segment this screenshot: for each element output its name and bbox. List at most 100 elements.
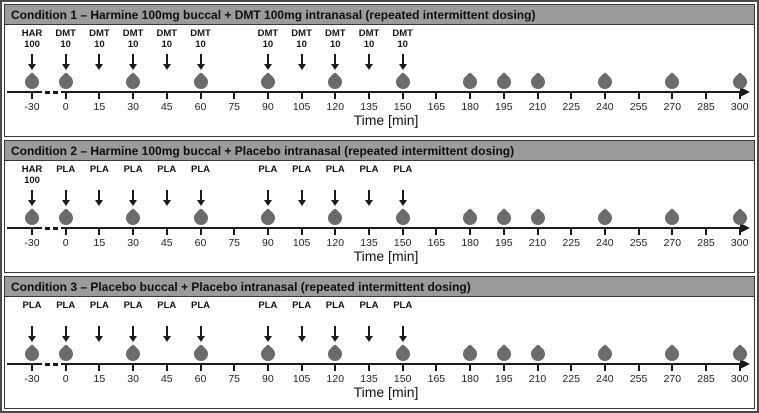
panel-3-content: -30 0 15 30 45 60 75 90 105 120 135 150 165 180 195 210… bbox=[5, 297, 754, 407]
dose-arrow-shaft bbox=[132, 326, 135, 336]
axis-tick-label: 45 bbox=[160, 101, 173, 113]
axis-tick bbox=[502, 365, 505, 371]
dose-arrow-icon bbox=[61, 54, 70, 70]
dose-label: DMT 10 bbox=[44, 28, 88, 50]
axis-tick-label: 0 bbox=[62, 373, 69, 385]
dose-arrow-shaft bbox=[266, 54, 269, 64]
axis-break-dash bbox=[53, 91, 58, 94]
sample-drop-icon bbox=[594, 344, 615, 364]
axis-tick-label: 15 bbox=[93, 237, 106, 249]
dose-arrow-head bbox=[196, 64, 205, 70]
dose-arrow-shaft bbox=[165, 326, 168, 336]
dose-label: PLA bbox=[246, 164, 290, 175]
dose-label-line: 10 bbox=[296, 39, 307, 50]
axis-tick bbox=[334, 229, 337, 235]
dose-label-line: 10 bbox=[60, 39, 71, 50]
axis-tick-label: 60 bbox=[194, 101, 207, 113]
dose-arrow-head bbox=[28, 200, 36, 206]
dose-label-line: PLA bbox=[393, 300, 413, 311]
sample-drop-icon bbox=[123, 72, 143, 92]
axis-break-dash bbox=[45, 227, 50, 230]
sample-drop-icon bbox=[190, 344, 211, 364]
sample-drop-icon bbox=[662, 208, 683, 228]
dose-arrow-shaft bbox=[132, 190, 135, 200]
dose-label: DMT 10 bbox=[280, 28, 324, 50]
axis-tick bbox=[31, 365, 33, 371]
dose-label-line: 10 bbox=[363, 39, 375, 50]
axis-tick bbox=[738, 365, 741, 371]
dose-label: PLA bbox=[77, 164, 121, 175]
axis-line-segment bbox=[61, 91, 742, 93]
dose-arrow-head bbox=[95, 336, 104, 342]
dose-arrow-icon bbox=[331, 54, 340, 70]
dose-arrow-shaft bbox=[98, 54, 101, 64]
axis-tick-label: 270 bbox=[663, 373, 682, 385]
dose-label: PLA bbox=[44, 300, 88, 311]
dose-arrow-icon bbox=[95, 326, 104, 342]
axis-tick bbox=[300, 93, 303, 99]
axis-tick bbox=[64, 93, 67, 99]
axis-tick bbox=[64, 229, 67, 235]
sample-drop-icon bbox=[257, 72, 278, 92]
dose-label-line: 10 bbox=[94, 39, 105, 50]
axis-tick-label: 255 bbox=[629, 237, 648, 249]
dose-label: PLA bbox=[10, 300, 54, 311]
dose-label-line: PLA bbox=[393, 164, 413, 175]
dose-arrow-shaft bbox=[64, 190, 67, 200]
dose-arrow-shaft bbox=[368, 190, 370, 200]
dose-label: HAR 100 bbox=[10, 28, 54, 50]
dose-arrow-head bbox=[61, 64, 70, 70]
axis-tick bbox=[165, 229, 168, 235]
dose-label-line: PLA bbox=[359, 300, 379, 311]
dose-label: PLA bbox=[246, 300, 290, 311]
dose-arrow-head bbox=[331, 200, 340, 206]
dose-label-line: 10 bbox=[161, 39, 173, 50]
dose-arrow-icon bbox=[95, 190, 104, 206]
axis-tick-label: 300 bbox=[730, 237, 749, 249]
sample-drop-icon bbox=[55, 72, 76, 92]
axis-tick-label: 135 bbox=[360, 101, 378, 113]
dose-arrow-head bbox=[162, 64, 171, 70]
dose-arrow-head bbox=[297, 336, 306, 342]
dose-arrow-icon bbox=[28, 190, 36, 206]
panel-condition-2: Condition 2 – Harmine 100mg buccal + Pla… bbox=[4, 140, 755, 273]
time-axis-label: Time [min] bbox=[353, 384, 419, 400]
dose-label: PLA bbox=[347, 164, 391, 175]
axis-tick bbox=[266, 229, 269, 235]
sample-drop-icon bbox=[493, 344, 514, 364]
axis-tick-label: 135 bbox=[360, 237, 378, 249]
dose-arrow-shaft bbox=[165, 54, 168, 64]
dose-arrow-head bbox=[365, 64, 373, 70]
dose-arrow-head bbox=[365, 336, 373, 342]
axis-tick bbox=[334, 365, 337, 371]
dose-label-line: HAR bbox=[21, 28, 43, 39]
dose-arrow-shaft bbox=[266, 326, 269, 336]
dose-label: PLA bbox=[313, 164, 357, 175]
axis-tick-label: 30 bbox=[127, 101, 139, 113]
dose-arrow-shaft bbox=[165, 190, 168, 200]
axis-tick-label: 120 bbox=[326, 373, 345, 385]
axis-tick-label: 270 bbox=[663, 237, 682, 249]
dose-label: DMT 10 bbox=[347, 28, 391, 50]
axis-tick bbox=[368, 229, 370, 235]
axis-tick-label: 165 bbox=[427, 237, 446, 249]
dose-arrow-icon bbox=[196, 190, 205, 206]
dose-arrow-shaft bbox=[199, 190, 202, 200]
dose-label: DMT 10 bbox=[381, 28, 425, 50]
dose-label-line: DMT bbox=[257, 28, 279, 39]
dose-arrow-head bbox=[263, 336, 272, 342]
dose-arrow-icon bbox=[331, 190, 340, 206]
axis-break-dash bbox=[45, 91, 50, 94]
axis-tick bbox=[435, 93, 438, 99]
axis-tick bbox=[502, 93, 505, 99]
axis-break-dash bbox=[45, 363, 50, 366]
axis-tick bbox=[435, 229, 438, 235]
axis-tick-label: 0 bbox=[62, 237, 69, 249]
sample-drop-icon bbox=[22, 208, 42, 228]
axis-tick bbox=[165, 365, 168, 371]
dose-arrow-icon bbox=[365, 190, 373, 206]
axis-tick bbox=[334, 93, 337, 99]
dose-label: PLA bbox=[313, 300, 357, 311]
dose-label-line: PLA bbox=[292, 300, 312, 311]
